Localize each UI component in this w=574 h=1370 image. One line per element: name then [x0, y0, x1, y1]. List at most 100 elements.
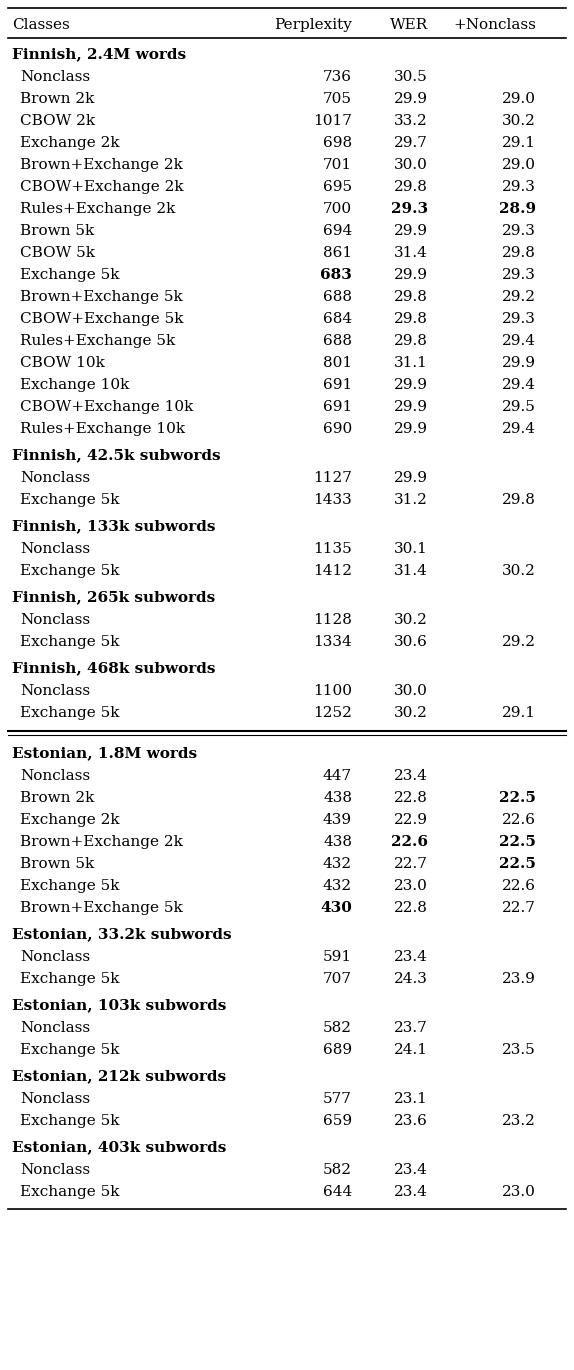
Text: Nonclass: Nonclass: [20, 471, 90, 485]
Text: 23.4: 23.4: [394, 1163, 428, 1177]
Text: Nonclass: Nonclass: [20, 684, 90, 697]
Text: 683: 683: [320, 269, 352, 282]
Text: Estonian, 1.8M words: Estonian, 1.8M words: [12, 747, 197, 760]
Text: 582: 582: [323, 1163, 352, 1177]
Text: 29.4: 29.4: [502, 422, 536, 436]
Text: CBOW 5k: CBOW 5k: [20, 247, 95, 260]
Text: 30.2: 30.2: [394, 612, 428, 627]
Text: 23.0: 23.0: [502, 1185, 536, 1199]
Text: 29.9: 29.9: [394, 378, 428, 392]
Text: CBOW 2k: CBOW 2k: [20, 114, 95, 127]
Text: 23.7: 23.7: [394, 1021, 428, 1034]
Text: 30.5: 30.5: [394, 70, 428, 84]
Text: 29.9: 29.9: [502, 356, 536, 370]
Text: 29.9: 29.9: [394, 225, 428, 238]
Text: 29.3: 29.3: [502, 269, 536, 282]
Text: Exchange 5k: Exchange 5k: [20, 1114, 119, 1128]
Text: 659: 659: [323, 1114, 352, 1128]
Text: 29.9: 29.9: [394, 471, 428, 485]
Text: 22.9: 22.9: [394, 812, 428, 827]
Text: 30.2: 30.2: [394, 706, 428, 721]
Text: 691: 691: [323, 400, 352, 414]
Text: 23.5: 23.5: [502, 1043, 536, 1058]
Text: 29.0: 29.0: [502, 158, 536, 173]
Text: 23.4: 23.4: [394, 949, 428, 964]
Text: 23.4: 23.4: [394, 1185, 428, 1199]
Text: 29.8: 29.8: [502, 493, 536, 507]
Text: Nonclass: Nonclass: [20, 1092, 90, 1106]
Text: 690: 690: [323, 422, 352, 436]
Text: 30.6: 30.6: [394, 636, 428, 649]
Text: 29.3: 29.3: [391, 201, 428, 216]
Text: Estonian, 212k subwords: Estonian, 212k subwords: [12, 1069, 226, 1084]
Text: 22.6: 22.6: [502, 812, 536, 827]
Text: 22.8: 22.8: [394, 901, 428, 915]
Text: WER: WER: [390, 18, 428, 32]
Text: 29.8: 29.8: [394, 334, 428, 348]
Text: 691: 691: [323, 378, 352, 392]
Text: CBOW 10k: CBOW 10k: [20, 356, 105, 370]
Text: Perplexity: Perplexity: [274, 18, 352, 32]
Text: 31.4: 31.4: [394, 247, 428, 260]
Text: 438: 438: [323, 834, 352, 849]
Text: 432: 432: [323, 858, 352, 871]
Text: Finnish, 265k subwords: Finnish, 265k subwords: [12, 590, 215, 604]
Text: Brown+Exchange 2k: Brown+Exchange 2k: [20, 158, 183, 173]
Text: 29.0: 29.0: [502, 92, 536, 105]
Text: Exchange 10k: Exchange 10k: [20, 378, 129, 392]
Text: 705: 705: [323, 92, 352, 105]
Text: CBOW+Exchange 2k: CBOW+Exchange 2k: [20, 179, 184, 195]
Text: 861: 861: [323, 247, 352, 260]
Text: 22.7: 22.7: [502, 901, 536, 915]
Text: 22.6: 22.6: [391, 834, 428, 849]
Text: CBOW+Exchange 5k: CBOW+Exchange 5k: [20, 312, 184, 326]
Text: 29.4: 29.4: [502, 378, 536, 392]
Text: 29.3: 29.3: [502, 312, 536, 326]
Text: 23.1: 23.1: [394, 1092, 428, 1106]
Text: 22.8: 22.8: [394, 790, 428, 806]
Text: 29.2: 29.2: [502, 636, 536, 649]
Text: Exchange 5k: Exchange 5k: [20, 564, 119, 578]
Text: Nonclass: Nonclass: [20, 612, 90, 627]
Text: 24.1: 24.1: [394, 1043, 428, 1058]
Text: 33.2: 33.2: [394, 114, 428, 127]
Text: 438: 438: [323, 790, 352, 806]
Text: 22.7: 22.7: [394, 858, 428, 871]
Text: 1017: 1017: [313, 114, 352, 127]
Text: Brown+Exchange 2k: Brown+Exchange 2k: [20, 834, 183, 849]
Text: 29.1: 29.1: [502, 136, 536, 149]
Text: Nonclass: Nonclass: [20, 769, 90, 784]
Text: Brown 5k: Brown 5k: [20, 225, 94, 238]
Text: 29.9: 29.9: [394, 422, 428, 436]
Text: 29.4: 29.4: [502, 334, 536, 348]
Text: Exchange 5k: Exchange 5k: [20, 1043, 119, 1058]
Text: Exchange 5k: Exchange 5k: [20, 971, 119, 986]
Text: 694: 694: [323, 225, 352, 238]
Text: Estonian, 103k subwords: Estonian, 103k subwords: [12, 997, 226, 1012]
Text: Rules+Exchange 5k: Rules+Exchange 5k: [20, 334, 175, 348]
Text: Exchange 5k: Exchange 5k: [20, 1185, 119, 1199]
Text: 698: 698: [323, 136, 352, 149]
Text: 689: 689: [323, 1043, 352, 1058]
Text: 31.1: 31.1: [394, 356, 428, 370]
Text: 29.9: 29.9: [394, 400, 428, 414]
Text: 684: 684: [323, 312, 352, 326]
Text: Rules+Exchange 2k: Rules+Exchange 2k: [20, 201, 176, 216]
Text: 30.0: 30.0: [394, 684, 428, 697]
Text: Classes: Classes: [12, 18, 70, 32]
Text: 30.0: 30.0: [394, 158, 428, 173]
Text: 29.5: 29.5: [502, 400, 536, 414]
Text: 29.9: 29.9: [394, 269, 428, 282]
Text: Rules+Exchange 10k: Rules+Exchange 10k: [20, 422, 185, 436]
Text: Exchange 5k: Exchange 5k: [20, 880, 119, 893]
Text: Nonclass: Nonclass: [20, 543, 90, 556]
Text: 447: 447: [323, 769, 352, 784]
Text: 24.3: 24.3: [394, 971, 428, 986]
Text: 430: 430: [320, 901, 352, 915]
Text: 23.9: 23.9: [502, 971, 536, 986]
Text: Estonian, 403k subwords: Estonian, 403k subwords: [12, 1140, 226, 1154]
Text: 23.2: 23.2: [502, 1114, 536, 1128]
Text: Exchange 2k: Exchange 2k: [20, 812, 119, 827]
Text: CBOW+Exchange 10k: CBOW+Exchange 10k: [20, 400, 193, 414]
Text: Brown+Exchange 5k: Brown+Exchange 5k: [20, 901, 183, 915]
